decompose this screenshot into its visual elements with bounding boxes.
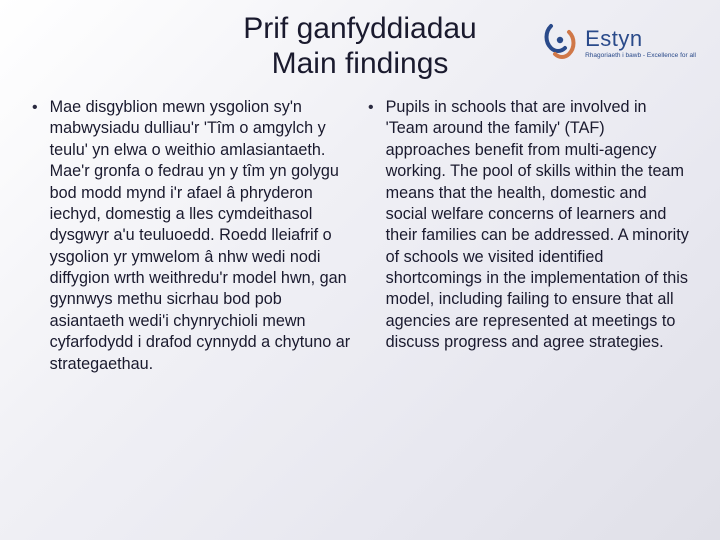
content-columns: • Mae disgyblion mewn ysgolion sy'n mabw… — [28, 91, 692, 375]
welsh-body-text: Mae disgyblion mewn ysgolion sy'n mabwys… — [50, 97, 356, 375]
page-title: Prif ganfyddiadau Main findings — [243, 12, 477, 81]
bullet-icon: • — [32, 97, 38, 119]
logo-tagline: Rhagoriaeth i bawb - Excellence for all — [585, 52, 696, 59]
logo-name: Estyn — [585, 26, 643, 52]
logo-text: Estyn Rhagoriaeth i bawb - Excellence fo… — [585, 26, 696, 59]
english-body-text: Pupils in schools that are involved in '… — [386, 97, 692, 354]
estyn-mark-icon — [541, 18, 579, 67]
column-english: • Pupils in schools that are involved in… — [364, 97, 692, 375]
bullet-icon: • — [368, 97, 374, 119]
slide: Prif ganfyddiadau Main findings Estyn Rh… — [0, 0, 720, 540]
title-line-1: Prif ganfyddiadau — [243, 12, 477, 45]
column-welsh: • Mae disgyblion mewn ysgolion sy'n mabw… — [28, 97, 356, 375]
estyn-logo: Estyn Rhagoriaeth i bawb - Excellence fo… — [541, 18, 696, 67]
title-line-2: Main findings — [272, 47, 449, 80]
title-row: Prif ganfyddiadau Main findings Estyn Rh… — [28, 12, 692, 81]
